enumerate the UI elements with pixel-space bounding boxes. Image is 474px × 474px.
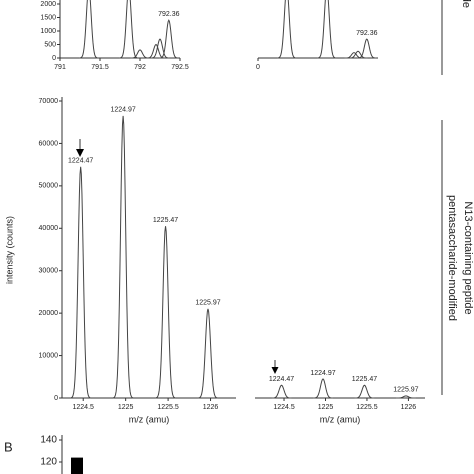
- y-tick-label: 70000: [39, 98, 59, 105]
- peak: [70, 166, 92, 399]
- peak-label: 1224.97: [310, 370, 335, 377]
- peak: [119, 0, 139, 59]
- x-tick-label: 1224.5: [73, 404, 95, 411]
- arrow: [76, 139, 84, 157]
- peak-label: 1225.47: [352, 376, 377, 383]
- x-axis-label: m/z (amu): [320, 414, 361, 424]
- y-tick-label: 1500: [40, 14, 56, 21]
- peak-label: 1224.47: [269, 376, 294, 383]
- peak-label: 1224.47: [68, 158, 93, 165]
- peak: [130, 49, 150, 59]
- x-tick-label: 1224.5: [273, 404, 295, 411]
- peak: [155, 226, 176, 399]
- peak: [395, 395, 416, 399]
- side-label: pentasaccharide-modified: [446, 195, 458, 321]
- y-tick-label: 0: [52, 55, 56, 62]
- x-tick-label: 791: [54, 64, 66, 71]
- y-tick-label: 40000: [39, 225, 59, 232]
- y-tick-label: 140: [40, 435, 57, 446]
- peak-label: 1225.97: [393, 387, 418, 394]
- x-tick-label: 1225: [318, 404, 334, 411]
- x-tick-label: 792: [134, 64, 146, 71]
- x-tick-label: 1225.5: [356, 404, 378, 411]
- x-tick-label: 1225: [118, 404, 134, 411]
- peak-label: 1225.97: [195, 300, 220, 307]
- peak: [150, 38, 170, 59]
- peak: [317, 0, 337, 59]
- peak: [357, 38, 377, 59]
- peak-label: 792.36: [356, 30, 378, 37]
- peak-label: 792.36: [158, 11, 180, 18]
- arrow: [271, 360, 279, 374]
- y-tick-label: 20000: [39, 310, 59, 317]
- peak: [348, 50, 368, 59]
- peak: [197, 308, 219, 399]
- y-tick-label: 60000: [39, 140, 59, 147]
- y-tick-label: 2000: [40, 1, 56, 8]
- y-tick-label: 1000: [40, 28, 56, 35]
- x-tick-label: 1225.5: [157, 404, 179, 411]
- peak-label: 1224.97: [110, 107, 135, 114]
- y-tick-label: 30000: [39, 268, 59, 275]
- peak: [79, 0, 99, 59]
- peak: [354, 384, 375, 399]
- x-tick-label: 791.5: [91, 64, 109, 71]
- panel-label: B: [4, 439, 13, 454]
- y-tick-label: 50000: [39, 183, 59, 190]
- y-tick-label: 0: [54, 395, 58, 402]
- y-tick-label: 500: [44, 41, 56, 48]
- x-tick-label: 1226: [203, 404, 219, 411]
- y-tick-label: 120: [40, 457, 57, 468]
- peak: [313, 378, 333, 399]
- y-tick-label: 10000: [39, 352, 59, 359]
- peak-label: 1225.47: [153, 217, 178, 224]
- bar: [71, 457, 83, 474]
- side-label: N13-containing peptide: [462, 201, 474, 314]
- x-tick-label: 792.5: [171, 64, 189, 71]
- peak: [271, 384, 292, 399]
- y-axis-label: intensity (counts): [4, 216, 14, 284]
- x-tick-label: 1226: [401, 404, 417, 411]
- x-tick-label: 0: [256, 64, 260, 71]
- x-axis-label: m/z (amu): [129, 414, 170, 424]
- header-text: peptide: [460, 0, 472, 8]
- peak: [277, 0, 297, 59]
- peak: [159, 19, 179, 59]
- peak: [112, 115, 134, 399]
